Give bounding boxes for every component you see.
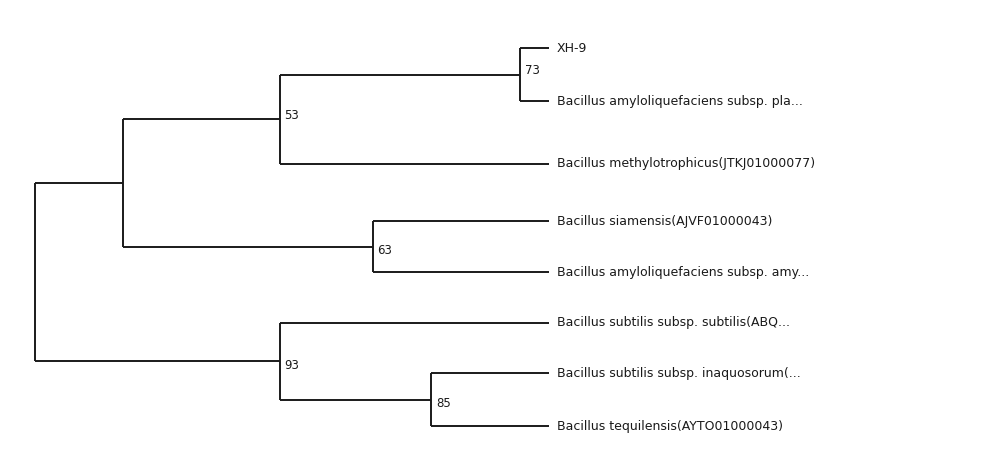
Text: Bacillus methylotrophicus(JTKJ01000077): Bacillus methylotrophicus(JTKJ01000077) — [557, 157, 815, 170]
Text: 53: 53 — [284, 109, 299, 122]
Text: Bacillus amyloliquefaciens subsp. pla...: Bacillus amyloliquefaciens subsp. pla... — [557, 94, 803, 107]
Text: Bacillus subtilis subsp. inaquosorum(...: Bacillus subtilis subsp. inaquosorum(... — [557, 367, 801, 380]
Text: 63: 63 — [378, 244, 392, 257]
Text: Bacillus amyloliquefaciens subsp. amy...: Bacillus amyloliquefaciens subsp. amy... — [557, 266, 809, 278]
Text: XH-9: XH-9 — [557, 42, 587, 55]
Text: Bacillus tequilensis(AYTO01000043): Bacillus tequilensis(AYTO01000043) — [557, 420, 783, 433]
Text: 73: 73 — [524, 64, 539, 77]
Text: Bacillus siamensis(AJVF01000043): Bacillus siamensis(AJVF01000043) — [557, 215, 772, 228]
Text: 85: 85 — [436, 397, 451, 410]
Text: Bacillus subtilis subsp. subtilis(ABQ...: Bacillus subtilis subsp. subtilis(ABQ... — [557, 316, 790, 329]
Text: 93: 93 — [284, 359, 299, 372]
